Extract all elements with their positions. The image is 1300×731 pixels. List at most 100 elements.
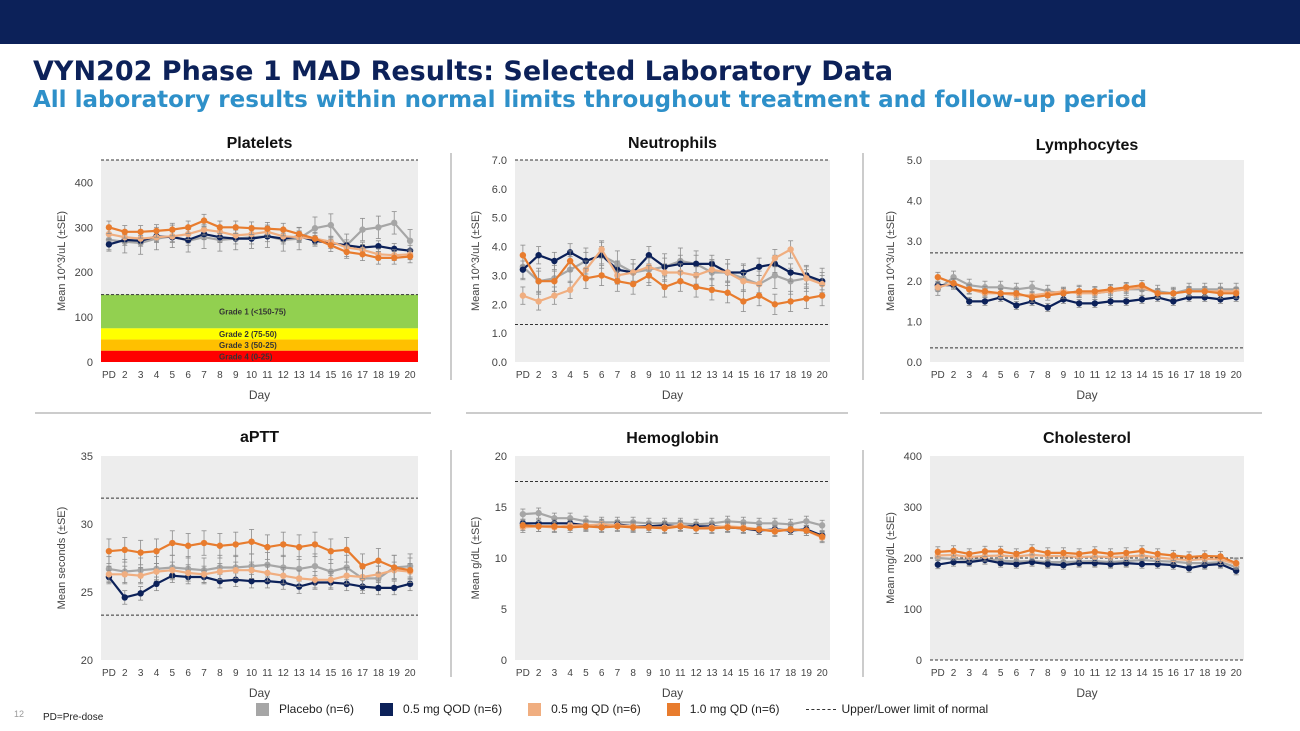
legend-label-placebo: Placebo (n=6) [279,702,355,716]
x-tick-platelets-12: 13 [294,370,306,381]
legend-item-05-qd: 0.5 mg QD (n=6) [528,702,641,716]
plot-area-neutrophils [515,160,830,362]
x-tick-platelets-5: 6 [185,370,191,381]
y-tick-cholesterol-0: 0 [916,655,922,667]
data-point-aptt-qd-10-2 [137,549,144,556]
data-point-hemoglobin-qd-10-10 [677,523,684,530]
x-tick-platelets-3: 4 [154,370,160,381]
x-tick-cholesterol-19: 20 [1231,668,1243,679]
x-tick-aptt-14: 15 [325,668,337,679]
data-point-neutrophils-qod-05-1 [535,252,542,259]
data-point-neutrophils-qd-05-12 [708,266,716,273]
data-point-cholesterol-qod-05-16 [1185,565,1193,572]
chart-legend: Placebo (n=6) 0.5 mg QOD (n=6) 0.5 mg QD… [256,702,1014,716]
data-point-cholesterol-qod-05-17 [1201,561,1208,569]
data-point-hemoglobin-qd-10-6 [614,523,621,530]
footnote: PD=Pre-dose [43,712,104,723]
data-point-aptt-qd-05-4 [169,567,176,574]
data-point-platelets-qd-05-6 [200,226,208,233]
data-point-lymphocytes-qd-10-14 [1154,290,1161,297]
data-point-neutrophils-qd-10-12 [708,286,716,294]
data-point-neutrophils-qod-05-11 [692,260,700,268]
data-point-platelets-qd-05-0 [105,230,113,238]
data-point-hemoglobin-qd-10-3 [566,524,574,531]
data-point-cholesterol-qd-10-18 [1217,553,1224,560]
x-tick-hemoglobin-9: 10 [659,668,671,679]
data-point-hemoglobin-placebo-0 [519,510,527,518]
slide-number: 12 [14,709,25,719]
chart-title-hemoglobin: Hemoglobin [626,430,718,447]
data-point-hemoglobin-qd-10-5 [598,524,605,531]
data-point-lymphocytes-qd-10-16 [1185,288,1193,295]
data-point-aptt-qd-10-1 [121,546,128,554]
x-tick-neutrophils-12: 13 [706,370,718,381]
data-point-aptt-qd-10-15 [343,546,350,554]
data-point-neutrophils-qd-10-2 [551,278,558,285]
data-point-platelets-placebo-17 [375,224,382,231]
x-tick-neutrophils-13: 14 [722,370,734,381]
x-tick-lymphocytes-13: 14 [1136,370,1148,381]
x-tick-hemoglobin-16: 17 [769,668,781,679]
series-line-neutrophils-qd-05 [522,248,823,303]
x-tick-platelets-1: 2 [122,370,128,381]
data-point-aptt-qd-05-1 [121,571,128,578]
data-point-lymphocytes-qd-10-18 [1217,290,1224,297]
data-point-lymphocytes-qd-10-3 [981,288,989,295]
y-axis-label-cholesterol: Mean mg/dL (±SE) [885,512,897,604]
data-point-cholesterol-qd-10-6 [1028,546,1036,554]
x-tick-lymphocytes-2: 3 [966,370,972,381]
data-point-lymphocytes-qd-10-1 [950,280,957,287]
x-tick-neutrophils-6: 7 [615,370,621,381]
data-point-aptt-qod-05-18 [391,584,398,592]
data-point-aptt-qd-10-6 [200,539,208,547]
y-tick-cholesterol-1: 100 [904,604,922,616]
x-tick-hemoglobin-1: 2 [536,668,542,679]
data-point-cholesterol-qod-05-6 [1028,558,1036,566]
data-point-lymphocytes-qd-10-5 [1013,290,1020,297]
data-point-lymphocytes-placebo-6 [1028,284,1036,291]
x-tick-aptt-5: 6 [185,668,191,679]
x-tick-neutrophils-19: 20 [817,370,829,381]
data-point-aptt-qd-05-5 [184,569,192,577]
data-point-hemoglobin-placebo-3 [566,515,574,522]
y-tick-lymphocytes-1: 1.0 [907,317,922,329]
data-point-neutrophils-qd-10-5 [598,272,605,279]
x-tick-aptt-16: 17 [357,668,369,679]
page-subtitle: All laboratory results within normal lim… [33,87,1148,113]
data-point-lymphocytes-qod-05-12 [1123,298,1130,305]
x-tick-aptt-8: 9 [233,668,239,679]
data-point-platelets-qd-10-8 [232,224,239,231]
legend-item-limit: Upper/Lower limit of normal [805,702,988,716]
x-tick-aptt-6: 7 [201,668,207,679]
x-tick-aptt-12: 13 [294,668,306,679]
x-axis-label-lymphocytes: Day [1076,388,1097,402]
data-point-cholesterol-qod-05-7 [1044,560,1051,568]
y-tick-hemoglobin-4: 20 [495,451,507,463]
data-point-cholesterol-qd-10-0 [934,548,942,556]
data-point-cholesterol-qod-05-15 [1170,561,1177,569]
data-point-aptt-qd-05-15 [343,572,350,579]
x-tick-lymphocytes-19: 20 [1231,370,1243,381]
data-point-lymphocytes-qod-05-15 [1170,298,1177,305]
x-tick-hemoglobin-14: 15 [738,668,750,679]
chart-title-platelets: Platelets [227,135,293,152]
x-tick-neutrophils-5: 6 [599,370,605,381]
data-point-neutrophils-qd-05-2 [551,292,558,299]
legend-label-05-qod: 0.5 mg QOD (n=6) [403,702,503,716]
data-point-platelets-qd-10-2 [137,228,144,236]
x-tick-aptt-9: 10 [246,668,258,679]
data-point-platelets-placebo-19 [406,237,414,244]
legend-swatch-05-qod [380,702,394,716]
x-tick-platelets-9: 10 [246,370,258,381]
plot-area-hemoglobin [515,456,830,660]
legend-swatch-05-qd [528,702,542,716]
data-point-aptt-qd-10-3 [153,548,160,555]
x-tick-hemoglobin-2: 3 [552,668,558,679]
y-tick-neutrophils-5: 5.0 [492,213,507,225]
data-point-hemoglobin-placebo-18 [803,518,810,525]
data-point-hemoglobin-qd-10-19 [818,533,826,540]
legend-label-10-qd: 1.0 mg QD (n=6) [689,702,780,716]
data-point-neutrophils-qd-10-6 [614,278,621,285]
data-point-neutrophils-qd-10-17 [787,298,794,305]
data-point-lymphocytes-qod-05-3 [981,298,989,305]
